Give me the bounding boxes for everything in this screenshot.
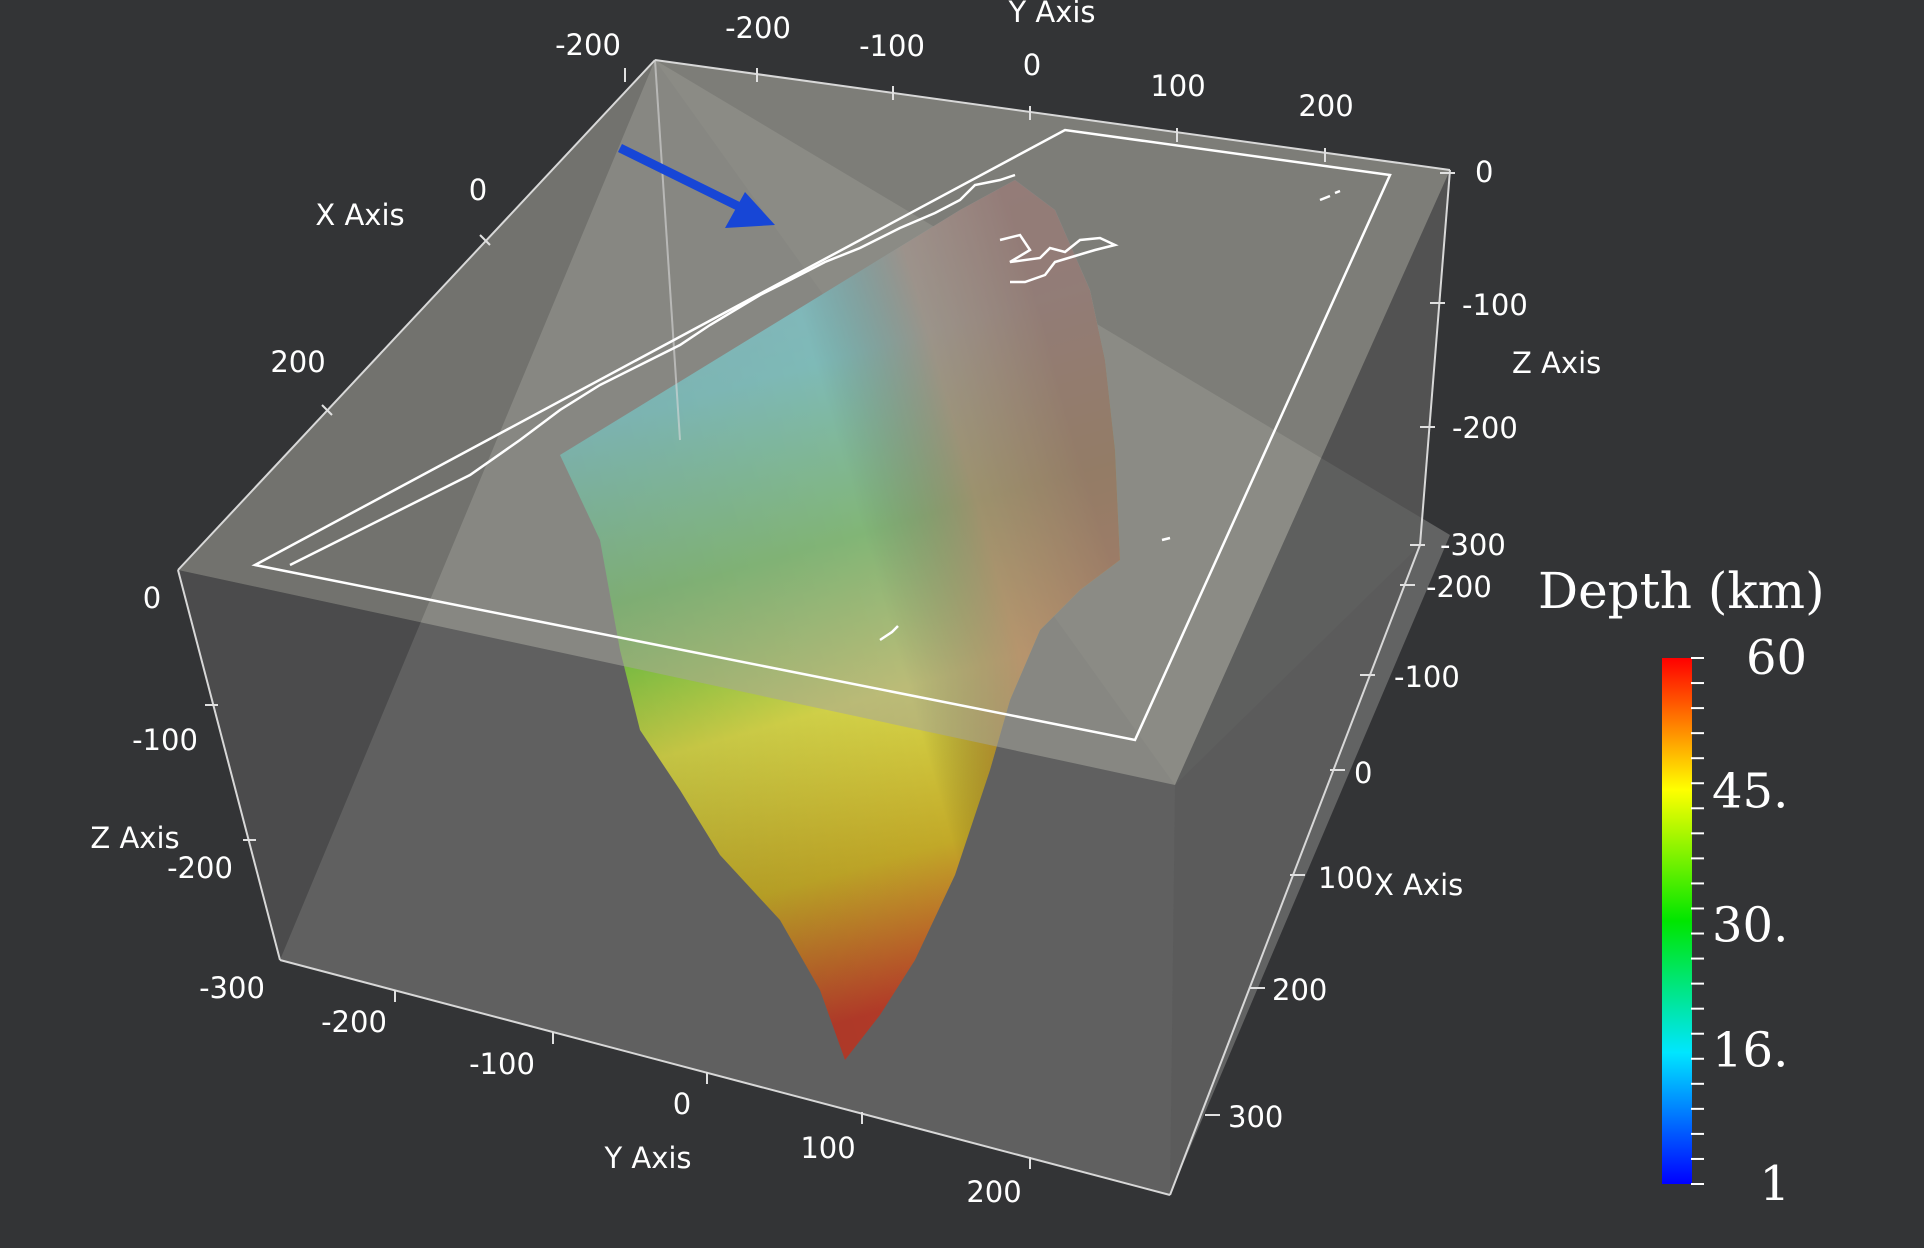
box-top-face [178, 60, 1450, 785]
colorbar-label: 16. [1712, 1022, 1788, 1078]
map-frame [251, 128, 1392, 742]
colorbar-title: Depth (km) [1538, 562, 1825, 620]
y-tick-top-4: 100 [1150, 69, 1205, 103]
y-tick-bottom-4: 200 [966, 1175, 1021, 1209]
y-tick-bottom-3: 100 [800, 1131, 855, 1165]
z-axis-title-right: Z Axis [1512, 346, 1601, 380]
x-tick-right-1: -100 [1394, 660, 1460, 694]
x-tick-right-3: 100 [1318, 861, 1373, 895]
y-tick-top-2: -100 [859, 29, 925, 63]
colorbar-label: 45. [1712, 764, 1788, 820]
y-tick-bottom-0: -200 [321, 1005, 387, 1039]
z-tick-left-0: 0 [143, 581, 161, 615]
z-tick-right-2: -200 [1452, 411, 1518, 445]
z-axis-left-ticks: 0 -100 -200 -300 Z Axis [90, 581, 265, 1005]
z-tick-left-1: -100 [132, 723, 198, 757]
y-tick-top-0: -200 [555, 28, 621, 62]
box-right-face [1170, 170, 1450, 1195]
x-tick-right-0: -200 [1426, 570, 1492, 604]
y-axis-bottom-ticks: -200 -100 0 100 200 Y Axis [321, 1005, 1022, 1209]
z-axis-right-ticks: 0 -100 -200 -300 Z Axis [1440, 155, 1601, 562]
y-tick-top-1: -200 [725, 11, 791, 45]
x-axis-right-ticks: -200 -100 0 100 200 300 X Axis [1228, 570, 1492, 1134]
y-tick-bottom-1: -100 [469, 1047, 535, 1081]
tick-marks [205, 68, 1455, 1169]
y-tick-top-5: 200 [1298, 89, 1353, 123]
x-tick-top-0: 0 [469, 173, 487, 207]
y-tick-bottom-2: 0 [673, 1087, 691, 1121]
x-axis-title-top: X Axis [315, 198, 404, 232]
colorbar-label: 30. [1712, 897, 1788, 953]
colorbar-gradient [1662, 658, 1692, 1184]
y-axis-title-top: Y Axis [1007, 0, 1095, 29]
x-tick-right-2: 0 [1354, 756, 1372, 790]
x-axis-title-right: X Axis [1374, 868, 1463, 902]
z-tick-left-3: -300 [199, 971, 265, 1005]
colorbar: Depth (km) 60 45. 30. 16. 1 [1538, 562, 1825, 1212]
y-axis-top-ticks: -200 -200 -100 0 100 200 Y Axis [555, 0, 1354, 123]
box-left-face [178, 570, 1175, 1195]
x-tick-right-4: 200 [1272, 973, 1327, 1007]
z-tick-right-3: -300 [1440, 528, 1506, 562]
z-tick-left-2: -200 [167, 851, 233, 885]
colorbar-label: 1 [1759, 1156, 1790, 1212]
y-axis-title-bottom: Y Axis [603, 1141, 691, 1175]
x-tick-right-5: 300 [1228, 1100, 1283, 1134]
x-tick-top-1: 200 [270, 345, 325, 379]
coastline-trace [289, 173, 1341, 642]
colorbar-label: 60 [1746, 630, 1807, 686]
x-axis-top-ticks: 0 200 X Axis [270, 173, 487, 379]
z-tick-right-1: -100 [1462, 288, 1528, 322]
z-tick-right-0: 0 [1475, 155, 1493, 189]
z-axis-title-left: Z Axis [90, 821, 179, 855]
y-tick-top-3: 0 [1023, 48, 1041, 82]
annotation-arrow [618, 143, 775, 228]
box-edges [177, 59, 1451, 1196]
